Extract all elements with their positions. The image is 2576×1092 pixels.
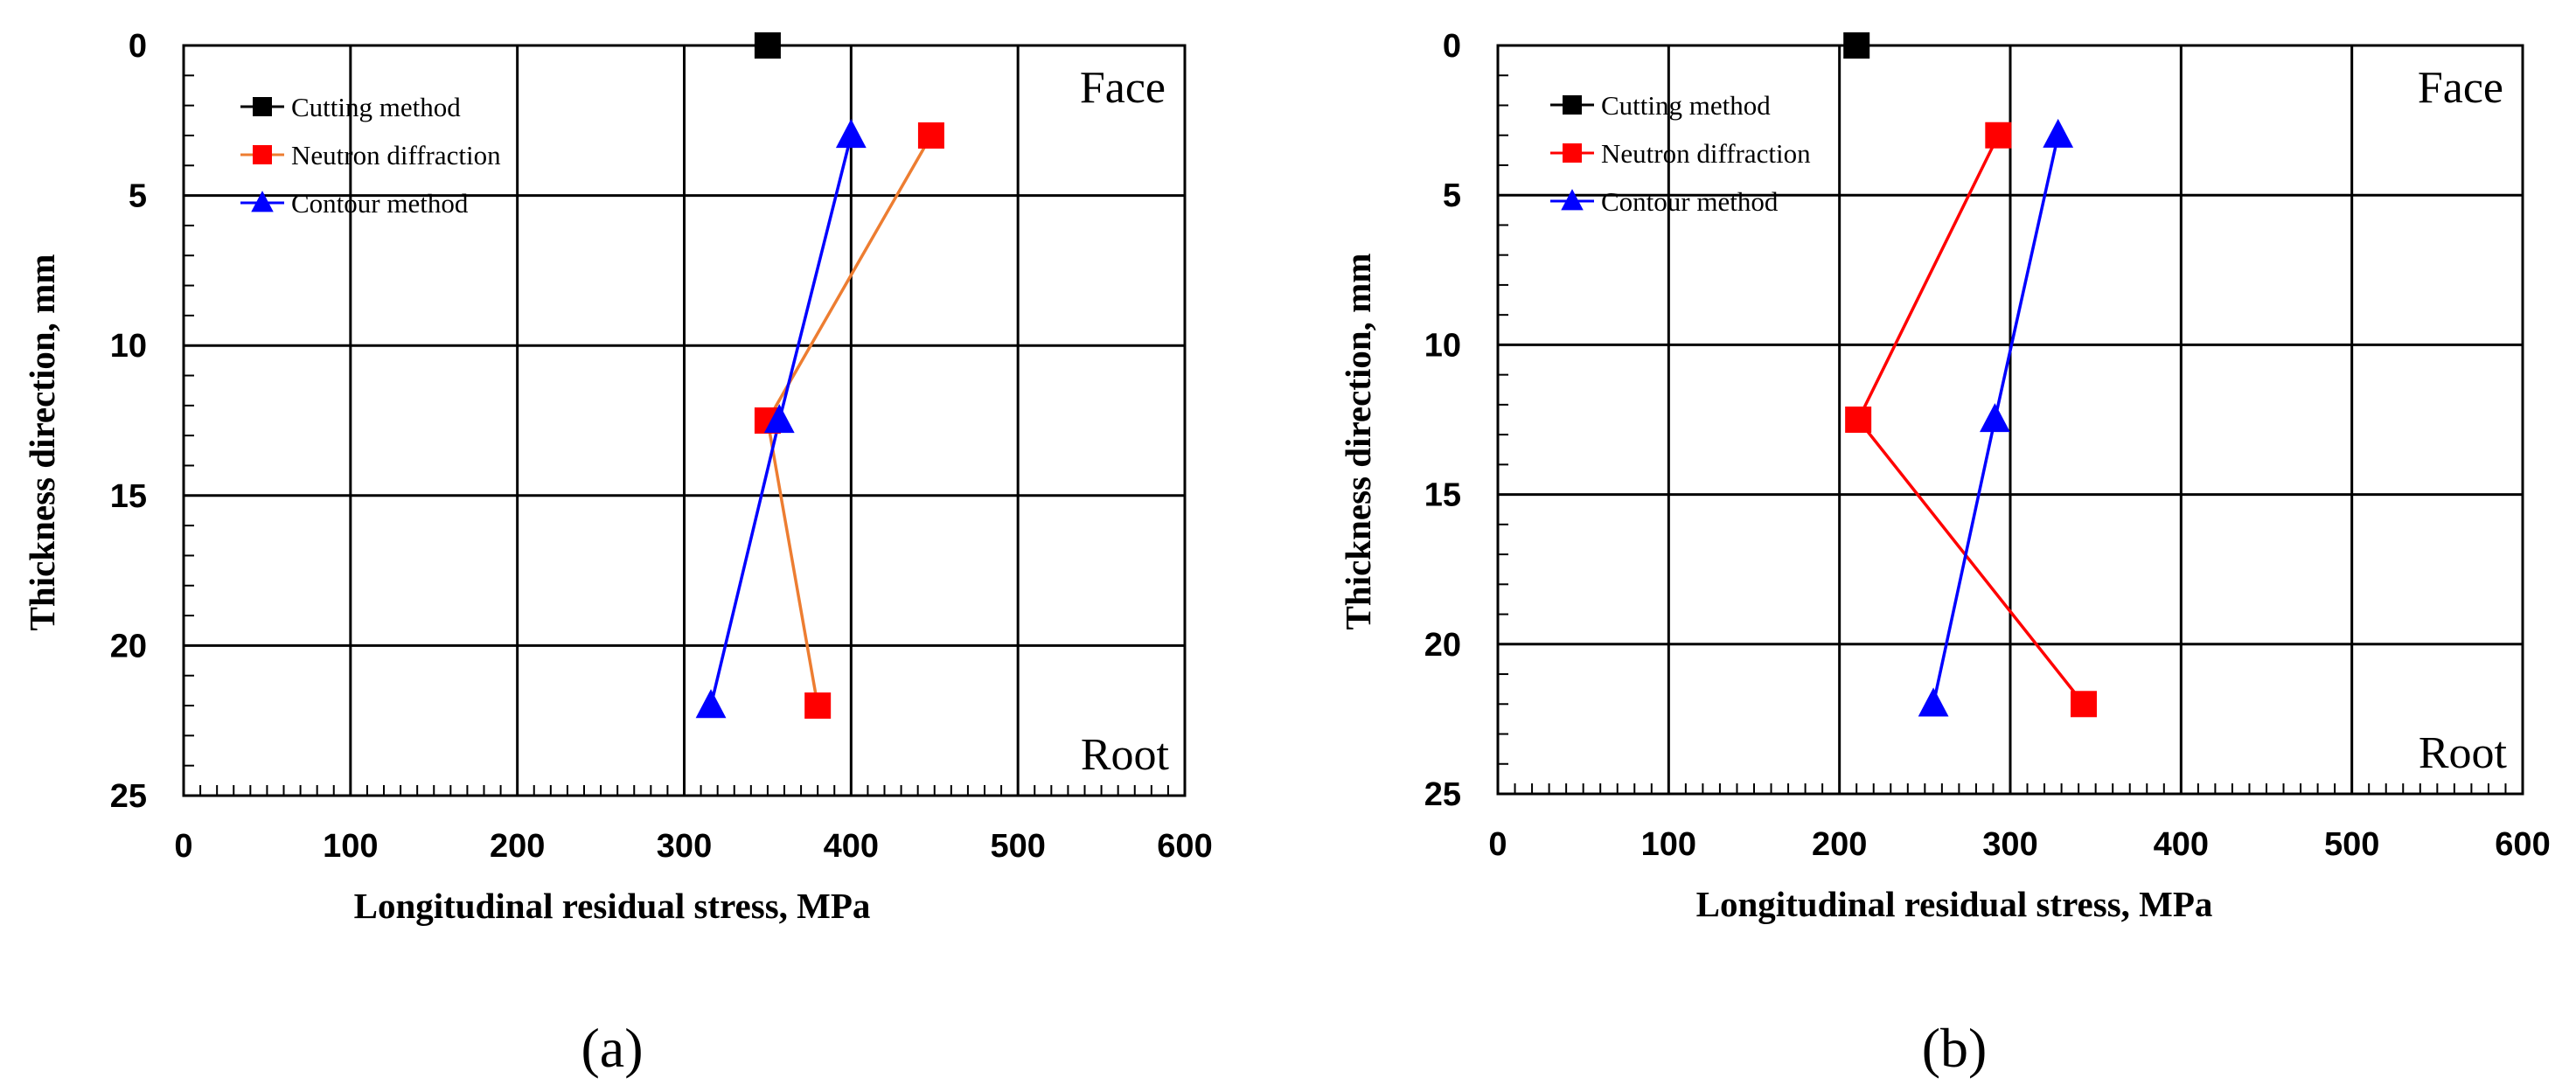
data-point-square <box>917 122 944 149</box>
data-point-square <box>1843 32 1870 59</box>
legend-marker <box>251 191 274 212</box>
y-tick-label: 0 <box>1443 28 1461 65</box>
data-point-square <box>804 692 832 720</box>
annotation-face: Face <box>2418 63 2503 113</box>
data-point-square <box>2070 691 2097 718</box>
legend-label: Cutting method <box>1601 90 1771 121</box>
x-tick-label: 600 <box>2495 826 2550 863</box>
y-tick-label: 20 <box>1424 627 1461 664</box>
y-axis-title: Thickness direction, mm <box>1338 254 1378 630</box>
annotation-root: Root <box>1081 730 1170 780</box>
legend-label: Cutting method <box>291 92 461 122</box>
x-tick-label: 200 <box>490 828 545 865</box>
chart-b-svg: 0 100 200 300 400 500 600 0 5 10 15 20 25 Longitudina… <box>1338 28 2551 1079</box>
x-tick-label: 600 <box>1157 828 1212 865</box>
x-tick-label: 400 <box>824 828 879 865</box>
x-tick-label: 300 <box>1982 826 2037 863</box>
data-point-square <box>1845 407 1872 433</box>
panel-label: (a) <box>581 1017 643 1079</box>
x-axis-title: Longitudinal residual stress, MPa <box>1696 884 2213 924</box>
y-tick-label: 10 <box>1424 327 1461 364</box>
x-axis-title: Longitudinal residual stress, MPa <box>354 886 871 926</box>
chart-panel-b: 0 100 200 300 400 500 600 0 5 10 15 20 25 Longitudina… <box>1312 0 2576 1092</box>
x-tick-label: 100 <box>1641 826 1696 863</box>
legend-label: Neutron diffraction <box>291 140 501 170</box>
annotation-root: Root <box>2419 728 2508 778</box>
panel-label: (b) <box>1922 1017 1988 1079</box>
x-tick-label: 0 <box>174 828 192 865</box>
data-point-triangle <box>1980 403 2010 433</box>
y-tick-label: 20 <box>110 628 147 664</box>
legend-label: Contour method <box>1601 186 1779 217</box>
data-point-triangle <box>763 404 795 434</box>
y-tick-label: 0 <box>129 28 147 65</box>
series-line-1 <box>766 135 933 706</box>
legend-marker <box>1563 143 1582 163</box>
data-point-triangle <box>2043 118 2074 148</box>
x-tick-label: 500 <box>2324 826 2379 863</box>
y-tick-label: 15 <box>1424 477 1461 514</box>
y-tick-label: 5 <box>129 178 147 215</box>
x-tick-label: 300 <box>657 828 712 865</box>
chart-panel-a: 0 100 200 300 400 500 600 0 5 10 15 20 25 Longitudina… <box>0 0 1268 1092</box>
x-tick-label: 200 <box>1812 826 1867 863</box>
x-tick-label: 400 <box>2154 826 2209 863</box>
annotation-face: Face <box>1080 63 1166 113</box>
legend-label: Contour method <box>291 188 469 219</box>
y-axis-title: Thickness direction, mm <box>22 254 62 631</box>
y-tick-label: 5 <box>1443 177 1461 214</box>
chart-a-svg: 0 100 200 300 400 500 600 0 5 10 15 20 25 Longitudina… <box>22 28 1213 1079</box>
data-point-triangle <box>835 119 867 149</box>
data-point-triangle <box>695 689 727 719</box>
legend-label: Neutron diffraction <box>1601 138 1811 169</box>
legend-marker <box>1561 189 1584 211</box>
x-tick-label: 500 <box>990 828 1045 865</box>
x-tick-label: 100 <box>323 828 378 865</box>
legend-marker <box>253 145 272 164</box>
data-point-triangle <box>1918 687 1949 717</box>
y-tick-label: 15 <box>110 478 147 515</box>
y-tick-label: 25 <box>110 778 147 815</box>
legend-marker <box>1563 95 1582 115</box>
legend-marker <box>253 97 272 116</box>
y-tick-label: 25 <box>1424 776 1461 813</box>
data-point-square <box>754 32 781 59</box>
data-point-square <box>1985 122 2012 149</box>
y-tick-label: 10 <box>110 328 147 365</box>
x-tick-label: 0 <box>1488 826 1507 863</box>
series-line-1 <box>1856 134 2085 706</box>
